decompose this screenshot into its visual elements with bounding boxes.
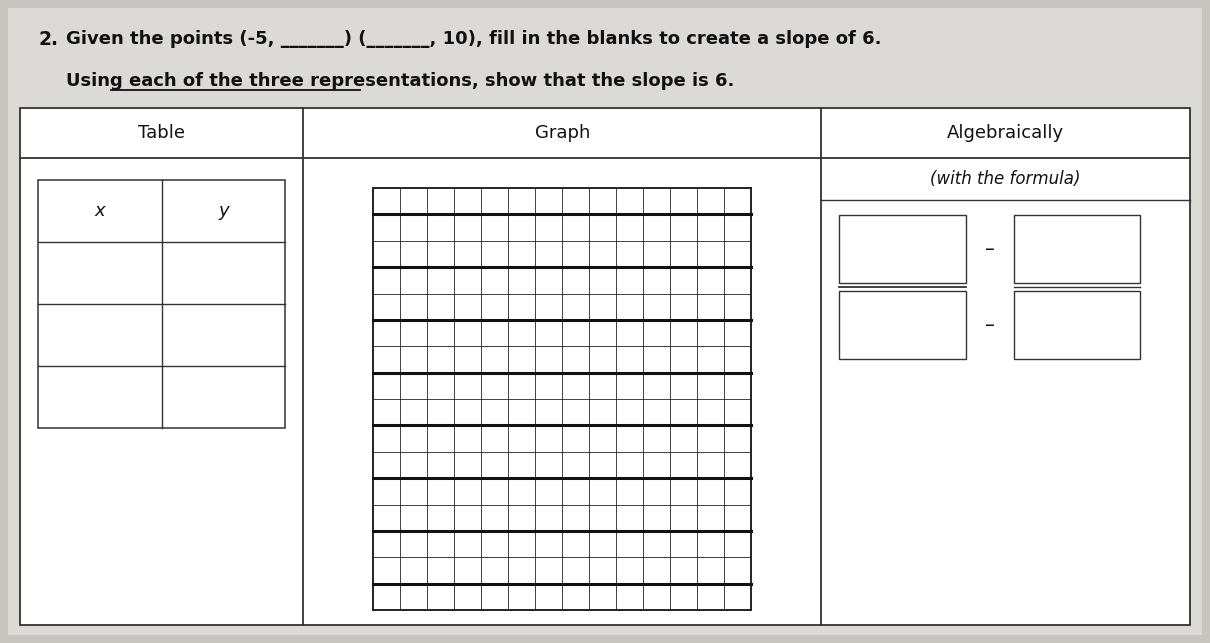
Text: Given the points (-5, _______) (_______, 10), fill in the blanks to create a slo: Given the points (-5, _______) (_______,…	[67, 30, 882, 48]
Text: –: –	[985, 239, 995, 258]
Text: Table: Table	[138, 124, 185, 142]
Bar	[38, 180, 286, 428]
Bar	[840, 215, 966, 283]
Bar	[1014, 291, 1140, 359]
Text: x: x	[94, 202, 105, 220]
Text: y: y	[218, 202, 229, 220]
Text: (with the formula): (with the formula)	[930, 170, 1081, 188]
Bar	[21, 108, 1189, 625]
Text: 2.: 2.	[38, 30, 58, 49]
Text: Using each of the three representations, show that the slope is 6.: Using each of the three representations,…	[67, 72, 734, 90]
Text: Graph: Graph	[535, 124, 590, 142]
Text: –: –	[985, 316, 995, 334]
Bar	[1014, 215, 1140, 283]
Bar	[840, 291, 966, 359]
Text: Algebraically: Algebraically	[947, 124, 1065, 142]
